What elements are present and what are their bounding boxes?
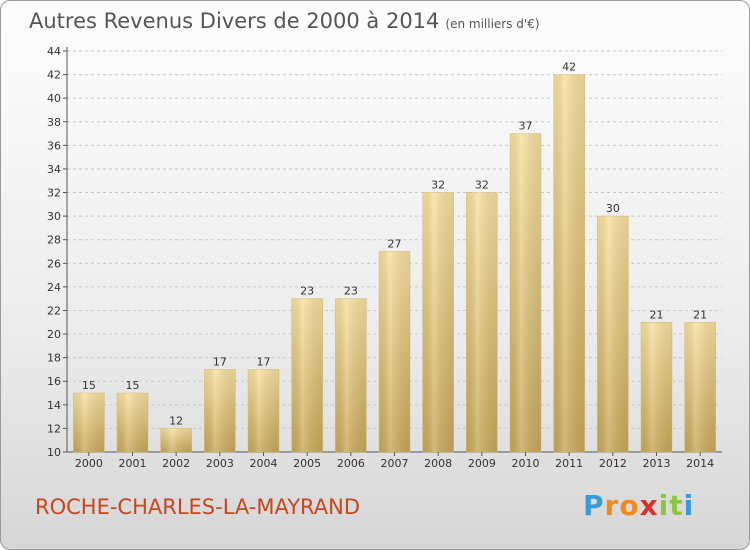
x-tick-label: 2014	[686, 457, 714, 470]
y-tick-label: 34	[47, 163, 61, 176]
x-tick-label: 2013	[643, 457, 671, 470]
logo-letter: i	[658, 489, 670, 522]
y-tick-label: 16	[47, 375, 61, 388]
y-tick-label: 14	[47, 399, 61, 412]
bar-shading	[117, 393, 148, 452]
bar-value-label: 30	[606, 202, 620, 215]
bar-value-label: 17	[213, 355, 227, 368]
x-tick-label: 2000	[75, 457, 103, 470]
chart-subtitle: (en milliers d'€)	[445, 17, 540, 31]
logo-letter: i	[683, 489, 695, 522]
x-tick-label: 2007	[381, 457, 409, 470]
x-tick-label: 2012	[599, 457, 627, 470]
bar-value-label: 23	[300, 285, 314, 298]
x-tick-label: 2006	[337, 457, 365, 470]
bar-shading	[291, 298, 323, 452]
x-tick-label: 2003	[206, 457, 234, 470]
y-tick-label: 20	[47, 328, 61, 341]
y-tick-label: 28	[47, 234, 61, 247]
bar-value-label: 21	[650, 308, 664, 321]
bar-shading	[422, 192, 454, 452]
x-tick-label: 2005	[293, 457, 321, 470]
x-tick-label: 2009	[468, 457, 496, 470]
y-tick-label: 18	[47, 352, 61, 365]
chart-title: Autres Revenus Divers de 2000 à 2014 (en …	[29, 9, 540, 33]
bar-value-label: 15	[82, 379, 96, 392]
bar-value-label: 12	[169, 414, 183, 427]
commune-name: ROCHE-CHARLES-LA-MAYRAND	[35, 495, 361, 519]
x-tick-label: 2002	[162, 457, 190, 470]
logo-letter: P	[583, 489, 605, 522]
proxiti-logo: Proxiti	[583, 489, 694, 522]
x-tick-label: 2011	[555, 457, 583, 470]
bar-shading	[335, 298, 367, 452]
y-tick-label: 38	[47, 116, 61, 129]
y-tick-label: 42	[47, 69, 61, 82]
bar-value-label: 17	[257, 355, 271, 368]
bar-shading	[73, 393, 105, 452]
bar-shading	[597, 216, 629, 452]
y-tick-label: 40	[47, 92, 61, 105]
bar-value-label: 32	[431, 179, 445, 192]
logo-letter: x	[639, 489, 659, 522]
bar-value-label: 23	[344, 285, 358, 298]
logo-letter: o	[619, 489, 640, 522]
bar-shading	[379, 251, 410, 452]
bar-shading	[553, 74, 585, 453]
logo-letter: t	[669, 489, 684, 522]
y-tick-label: 12	[47, 422, 61, 435]
y-tick-label: 22	[47, 304, 61, 317]
bar-shading	[510, 133, 541, 452]
bar-value-label: 32	[475, 179, 489, 192]
bar-value-label: 21	[693, 308, 707, 321]
y-tick-label: 32	[47, 187, 61, 200]
bar-shading	[204, 369, 236, 452]
bar-value-label: 37	[519, 120, 533, 133]
bar-shading	[248, 369, 279, 452]
bar-value-label: 15	[126, 379, 140, 392]
bar-shading	[160, 428, 192, 452]
y-tick-label: 10	[47, 446, 61, 459]
x-tick-label: 2001	[119, 457, 147, 470]
logo-letter: r	[604, 489, 620, 522]
y-tick-label: 30	[47, 210, 61, 223]
x-tick-label: 2008	[424, 457, 452, 470]
bar-shading	[466, 192, 498, 452]
bar-shading	[684, 322, 716, 452]
y-tick-label: 26	[47, 257, 61, 270]
bar-shading	[641, 322, 672, 452]
chart-title-main: Autres Revenus Divers de 2000 à 2014	[29, 9, 440, 33]
bar-value-label: 27	[388, 238, 402, 251]
y-tick-label: 44	[47, 45, 61, 58]
y-tick-label: 24	[47, 281, 61, 294]
x-tick-label: 2004	[250, 457, 278, 470]
x-tick-label: 2010	[512, 457, 540, 470]
bar-value-label: 42	[562, 61, 576, 74]
y-tick-label: 36	[47, 139, 61, 152]
